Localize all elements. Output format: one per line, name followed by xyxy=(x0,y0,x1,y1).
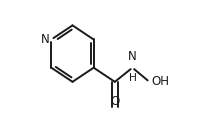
Text: N: N xyxy=(128,51,137,64)
Text: O: O xyxy=(110,95,119,108)
Text: H: H xyxy=(129,73,136,83)
Text: OH: OH xyxy=(151,75,169,88)
Text: N: N xyxy=(40,33,49,46)
